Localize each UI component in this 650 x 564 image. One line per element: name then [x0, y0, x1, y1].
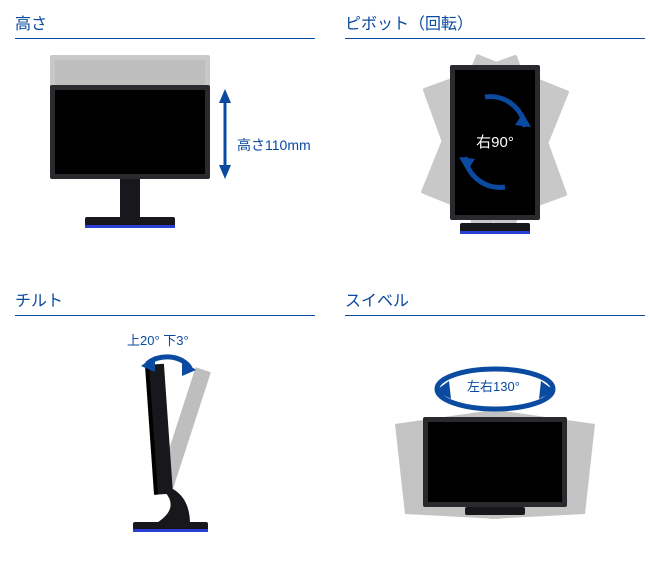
panel-title: 高さ [15, 10, 315, 39]
panel-title: ピボット（回転） [345, 10, 645, 39]
figure-swivel: 左右130° [345, 324, 645, 554]
swivel-diagram [345, 329, 645, 549]
tilt-label: 上20° 下3° [127, 330, 189, 349]
panel-title: チルト [15, 287, 315, 316]
figure-tilt: 上20° 下3° [15, 324, 315, 554]
tilt-diagram [15, 324, 315, 554]
figure-height: 高さ110mm [15, 47, 315, 267]
spec-grid: 高さ 高さ110mm [0, 0, 650, 550]
panel-tilt: チルト [0, 277, 330, 564]
panel-title: スイベル [345, 287, 645, 316]
panel-height: 高さ 高さ110mm [0, 0, 330, 277]
swivel-label: 左右130° [467, 376, 520, 395]
panel-swivel: スイベル 左右130° [330, 277, 650, 564]
pivot-label-svg: 右90° [476, 134, 514, 151]
height-diagram [15, 47, 315, 267]
panel-pivot: ピボット（回転） [330, 0, 650, 277]
height-label: 高さ110mm [237, 135, 311, 155]
pivot-diagram: 右90° [345, 47, 645, 267]
figure-pivot: 右90° [345, 47, 645, 267]
